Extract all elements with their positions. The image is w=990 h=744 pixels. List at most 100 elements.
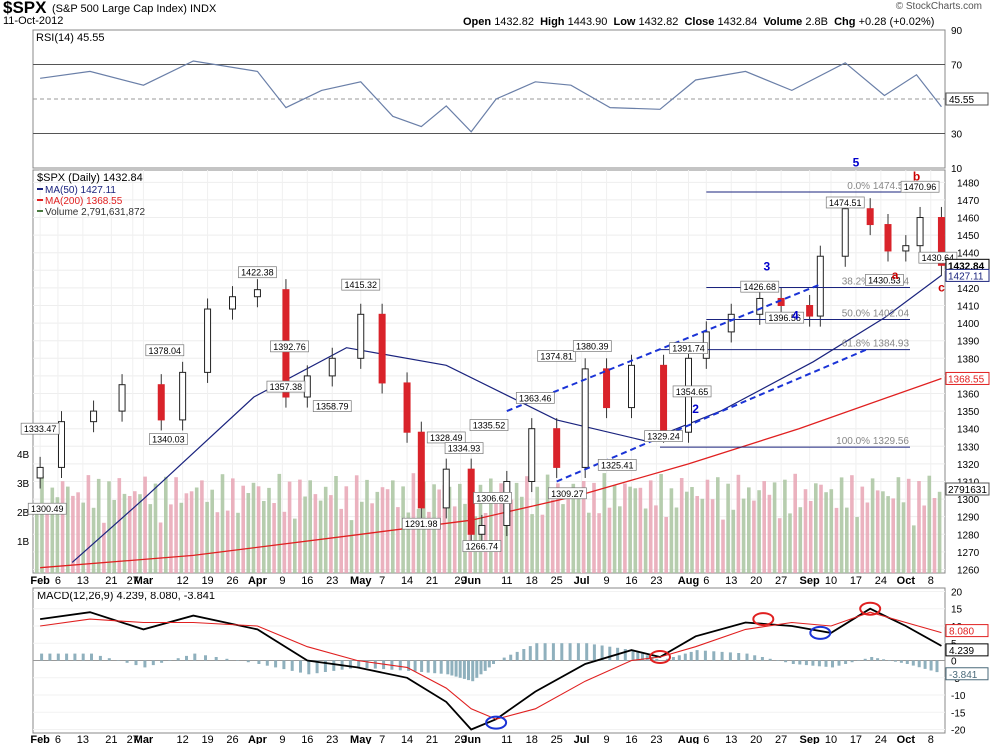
price-annotation: 1306.62	[476, 493, 509, 503]
volume-bar	[674, 507, 679, 573]
macd-xtick-label: Aug	[678, 734, 699, 744]
price-annotation: 1309.27	[551, 489, 584, 499]
macd-xtick-label: 9	[279, 734, 285, 744]
macd-histogram-bar	[125, 660, 129, 663]
volume-bar	[293, 518, 297, 573]
price-tick-label: 1360	[957, 389, 980, 400]
candle-body	[378, 313, 386, 384]
macd-histogram-bar	[905, 660, 909, 664]
volume-bar	[607, 507, 612, 573]
volume-bar	[370, 503, 374, 573]
volume-bar	[937, 491, 942, 573]
macd-xtick-label: 27	[127, 734, 139, 744]
volume-bar	[282, 511, 287, 573]
volume-tick-label: 4B	[17, 450, 30, 461]
macd-histogram-bar	[246, 660, 250, 663]
volume-bar	[112, 500, 116, 573]
volume-bar	[308, 480, 312, 573]
volume-bar	[86, 475, 91, 573]
price-annotation: 1378.04	[149, 346, 182, 356]
volume-bar	[777, 518, 782, 573]
price-tick-label: 1270	[957, 548, 980, 559]
macd-histogram-bar	[831, 660, 834, 668]
price-label-box	[740, 280, 780, 293]
volume-bar	[648, 480, 653, 573]
volume-bar	[96, 478, 101, 573]
macd-histogram-bar	[551, 643, 555, 661]
price-tick-label: 1330	[957, 442, 980, 453]
rsi-tick-label: 70	[951, 61, 963, 72]
macd-xtick-label: 13	[725, 734, 737, 744]
price-tick-label: 1480	[957, 178, 980, 189]
price-annotation: 1426.68	[743, 282, 776, 292]
price-label-box	[20, 422, 60, 435]
volume-tick-label: 3B	[17, 479, 30, 490]
macd-histogram-bar	[365, 660, 369, 668]
macd-histogram-bar	[677, 655, 681, 661]
price-xtick-label: 23	[326, 575, 338, 587]
volume-bar	[262, 501, 266, 573]
price-label-box	[900, 180, 940, 193]
macd-xtick-label: 16	[625, 734, 637, 744]
quote-summary: Open 1432.82 High 1443.90 Low 1432.82 Cl…	[463, 16, 935, 28]
volume-bar	[133, 491, 137, 573]
volume-bar	[741, 498, 746, 573]
volume-bar	[638, 487, 643, 573]
volume-bar	[138, 494, 142, 573]
volume-bar	[220, 474, 225, 573]
price-value-box	[945, 371, 990, 385]
macd-histogram-bar	[560, 643, 564, 661]
volume-bar	[550, 499, 555, 573]
macd-histogram-bar	[509, 654, 513, 661]
candle-body	[628, 364, 635, 409]
macd-histogram-bar	[446, 660, 450, 675]
elliott-wave-label: 3	[764, 259, 771, 273]
volume-bar	[803, 489, 808, 573]
price-label-box	[266, 380, 306, 393]
volume-bar	[334, 476, 338, 573]
volume-bar	[107, 481, 111, 573]
volume-bar	[179, 502, 184, 573]
volume-bar	[339, 508, 343, 573]
macd-xtick-label: 9	[604, 734, 610, 744]
volume-bar	[256, 486, 261, 573]
macd-xtick-label: 21	[426, 734, 438, 744]
macd-xtick-label: 27	[775, 734, 787, 744]
volume-bar	[736, 474, 741, 573]
macd-histogram-bar	[671, 657, 675, 661]
volume-bar	[690, 487, 694, 573]
legend-entry: Volume 2,791,631,872	[45, 207, 146, 218]
macd-histogram-bar	[502, 657, 506, 661]
price-xtick-label: 17	[850, 575, 862, 587]
volume-bar	[716, 477, 720, 573]
macd-histogram-bar	[712, 651, 716, 661]
macd-xtick-label: 16	[301, 734, 313, 744]
macd-histogram-bar	[917, 660, 921, 668]
price-label-box	[644, 430, 683, 442]
volume-bar	[576, 491, 581, 573]
volume-bar	[329, 495, 333, 573]
price-annotation: 1354.65	[676, 387, 709, 397]
trend-channel-line	[556, 348, 868, 483]
macd-histogram-bar	[413, 660, 417, 672]
price-annotation: 1422.38	[241, 268, 274, 278]
macd-histogram-bar	[299, 660, 302, 673]
candle-body	[756, 297, 764, 315]
volume-bar	[705, 479, 710, 573]
macd-histogram-bar	[876, 658, 880, 661]
candle-body	[328, 357, 336, 377]
volume-bar	[659, 474, 663, 573]
macd-histogram-bar	[48, 653, 52, 661]
price-label-box	[597, 459, 637, 471]
macd-xtick-label: 24	[875, 734, 887, 744]
price-label-box	[515, 392, 555, 404]
volume-bar	[194, 487, 199, 573]
macd-histogram-bar	[515, 651, 519, 661]
trend-channel-line	[506, 283, 821, 413]
volume-bar	[618, 506, 622, 573]
macd-tick-label: 15	[951, 605, 963, 616]
volume-bar	[525, 476, 529, 573]
volume-bar	[747, 487, 751, 573]
macd-histogram-bar	[332, 660, 336, 671]
macd-histogram-bar	[90, 653, 93, 661]
